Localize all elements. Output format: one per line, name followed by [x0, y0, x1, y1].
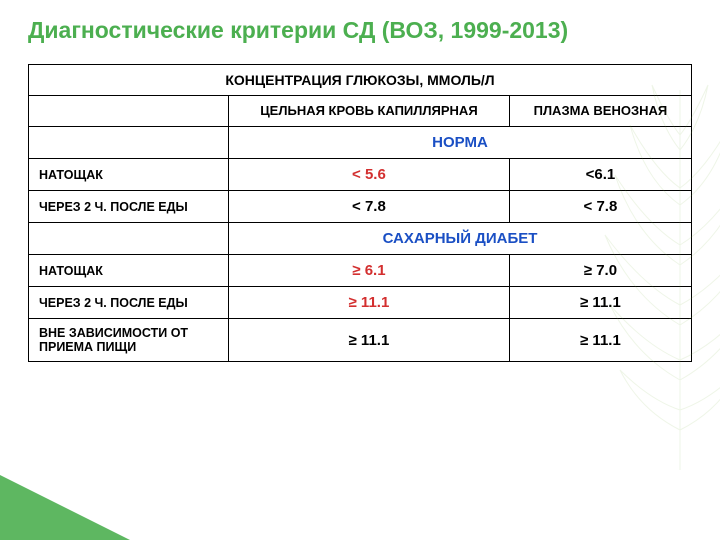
cell-value: ≥ 7.0 [509, 255, 691, 287]
table-column-headers: ЦЕЛЬНАЯ КРОВЬ КАПИЛЛЯРНАЯ ПЛАЗМА ВЕНОЗНА… [29, 95, 692, 126]
cell-value: <6.1 [509, 159, 691, 191]
cell-value: < 5.6 [229, 159, 510, 191]
section-diabetes-label: САХАРНЫЙ ДИАБЕТ [229, 223, 692, 255]
cell-value: ≥ 11.1 [509, 287, 691, 319]
row-label: НАТОЩАК [29, 255, 229, 287]
cell-value: < 7.8 [229, 191, 510, 223]
main-header: КОНЦЕНТРАЦИЯ ГЛЮКОЗЫ, ММОЛЬ/Л [29, 64, 692, 95]
slide-title: Диагностические критерии СД (ВОЗ, 1999-2… [0, 0, 720, 54]
cell-value: ≥ 11.1 [229, 287, 510, 319]
table-row: ЧЕРЕЗ 2 Ч. ПОСЛЕ ЕДЫ ≥ 11.1 ≥ 11.1 [29, 287, 692, 319]
table-row: НАТОЩАК ≥ 6.1 ≥ 7.0 [29, 255, 692, 287]
section-row-diabetes: САХАРНЫЙ ДИАБЕТ [29, 223, 692, 255]
section-norm-label: НОРМА [229, 127, 692, 159]
row-label: ЧЕРЕЗ 2 Ч. ПОСЛЕ ЕДЫ [29, 191, 229, 223]
row-label: ВНЕ ЗАВИСИМОСТИ ОТ ПРИЕМА ПИЩИ [29, 319, 229, 362]
cell-value: < 7.8 [509, 191, 691, 223]
empty-cell [29, 127, 229, 159]
cell-value: ≥ 11.1 [229, 319, 510, 362]
table-header-row: КОНЦЕНТРАЦИЯ ГЛЮКОЗЫ, ММОЛЬ/Л [29, 64, 692, 95]
row-label: НАТОЩАК [29, 159, 229, 191]
empty-cell [29, 223, 229, 255]
empty-cell [29, 95, 229, 126]
cell-value: ≥ 11.1 [509, 319, 691, 362]
section-row-norm: НОРМА [29, 127, 692, 159]
row-label: ЧЕРЕЗ 2 Ч. ПОСЛЕ ЕДЫ [29, 287, 229, 319]
table-row: ЧЕРЕЗ 2 Ч. ПОСЛЕ ЕДЫ < 7.8 < 7.8 [29, 191, 692, 223]
col-header-capillary: ЦЕЛЬНАЯ КРОВЬ КАПИЛЛЯРНАЯ [229, 95, 510, 126]
table-row: ВНЕ ЗАВИСИМОСТИ ОТ ПРИЕМА ПИЩИ ≥ 11.1 ≥ … [29, 319, 692, 362]
glucose-criteria-table: КОНЦЕНТРАЦИЯ ГЛЮКОЗЫ, ММОЛЬ/Л ЦЕЛЬНАЯ КР… [28, 64, 692, 362]
corner-accent [0, 475, 130, 540]
table-row: НАТОЩАК < 5.6 <6.1 [29, 159, 692, 191]
cell-value: ≥ 6.1 [229, 255, 510, 287]
table-container: КОНЦЕНТРАЦИЯ ГЛЮКОЗЫ, ММОЛЬ/Л ЦЕЛЬНАЯ КР… [0, 54, 720, 362]
col-header-venous: ПЛАЗМА ВЕНОЗНАЯ [509, 95, 691, 126]
